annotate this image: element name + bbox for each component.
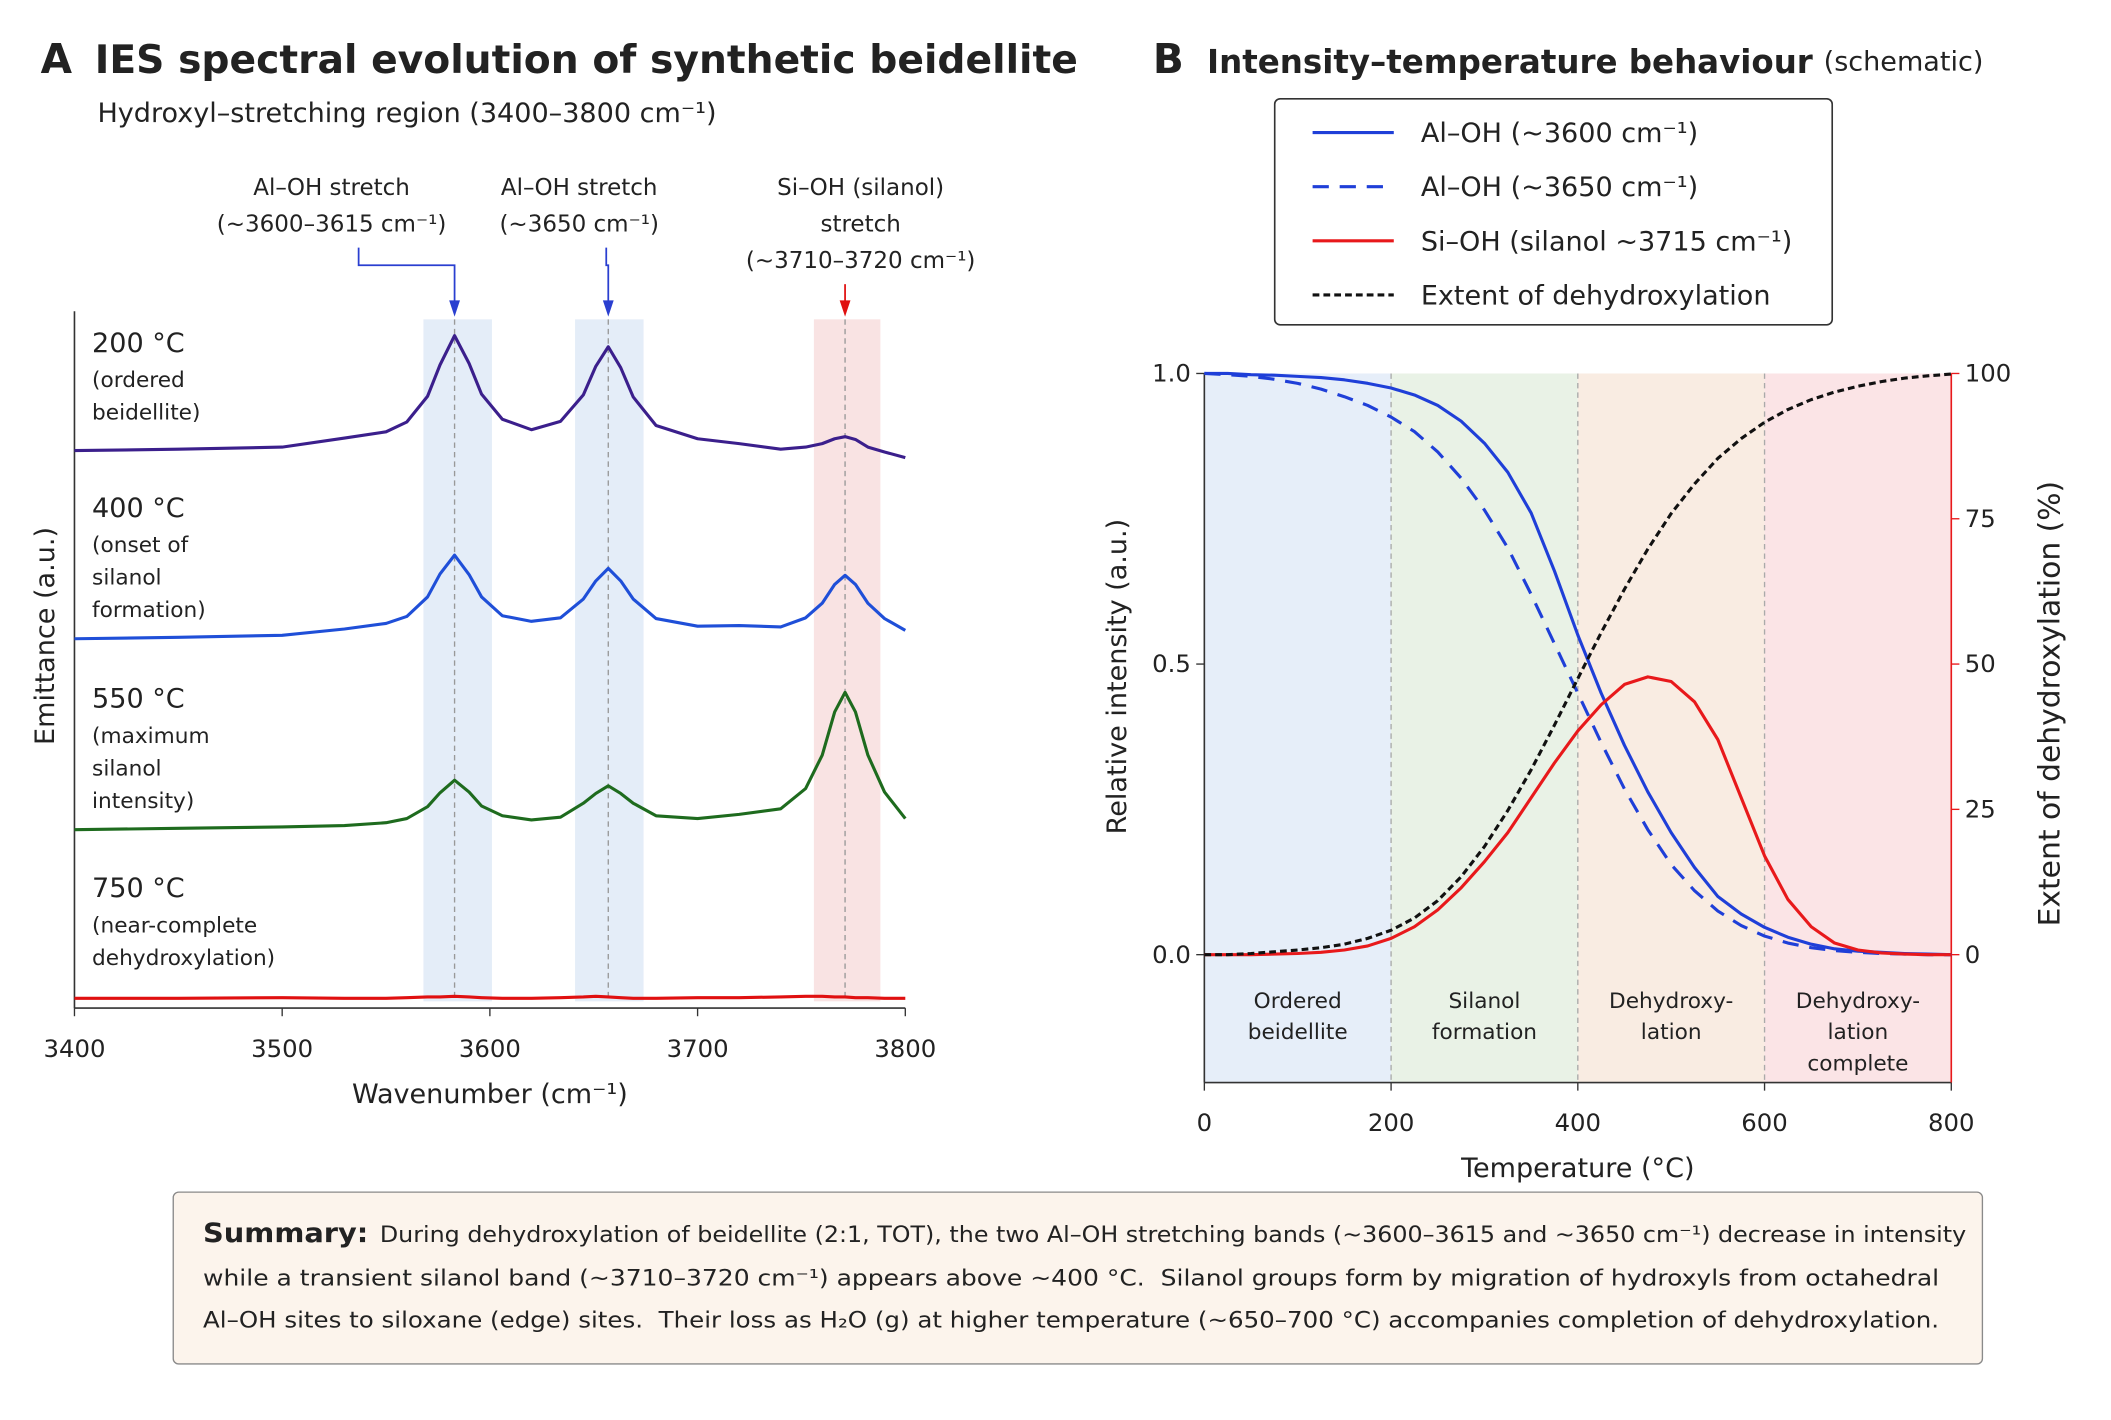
legend-label: Extent of dehydroxylation — [1421, 280, 1771, 311]
series-note: intensity) — [92, 789, 194, 814]
y2-tick-label: 75 — [1965, 504, 1996, 533]
y-tick-label: 0.5 — [1152, 649, 1191, 678]
series-note: (onset of — [92, 533, 190, 558]
x-tick-label: 3500 — [251, 1034, 313, 1063]
y2-tick-label: 0 — [1965, 940, 1981, 969]
series-note: (ordered — [92, 368, 185, 393]
y-axis-label: Relative intensity (a.u.) — [1102, 519, 1133, 835]
band — [423, 319, 492, 1002]
summary-line: Summary: During dehydroxylation of beidel… — [203, 1218, 1966, 1249]
series-line — [1204, 675, 1952, 957]
y-tick-label: 1.0 — [1152, 359, 1191, 388]
region-label: Ordered — [1254, 989, 1342, 1014]
band — [575, 319, 644, 1002]
legend-label: Si–OH (silanol ~3715 cm⁻¹) — [1421, 226, 1792, 257]
region-label: beidellite — [1248, 1020, 1348, 1045]
annotation: Al–OH stretch — [253, 175, 410, 201]
region-label: Dehydroxy- — [1796, 989, 1920, 1014]
y2-tick-label: 50 — [1965, 649, 1996, 678]
x-tick-label: 400 — [1555, 1108, 1601, 1137]
series-note: silanol — [92, 756, 162, 781]
annotation-arrow — [357, 247, 456, 306]
x-tick-label: 3400 — [43, 1034, 105, 1063]
series-line — [1204, 372, 1952, 957]
series-note: dehydroxylation) — [92, 946, 275, 971]
summary-text: while a transient silanol band (~3710–37… — [203, 1265, 1939, 1291]
region-label: lation — [1641, 1020, 1702, 1045]
region — [1764, 373, 1952, 1083]
series-label: 400 °C — [92, 493, 185, 524]
x-tick-label: 3800 — [874, 1034, 936, 1063]
x-axis-label: Temperature (°C) — [1460, 1153, 1694, 1184]
summary-text: During dehydroxylation of beidellite (2:… — [380, 1222, 1966, 1248]
x-axis-label: Wavenumber (cm⁻¹) — [352, 1079, 628, 1110]
arrow-head — [602, 300, 614, 317]
panel-title: Intensity–temperature behaviour — [1207, 43, 1813, 81]
series-note: (near-complete — [92, 913, 257, 938]
summary-box — [172, 1191, 1984, 1365]
title-note: (schematic) — [1824, 46, 1984, 77]
region — [1577, 373, 1765, 1083]
series-line — [74, 334, 906, 460]
panel-title: IES spectral evolution of synthetic beid… — [95, 38, 1078, 83]
region-label: lation — [1828, 1020, 1889, 1045]
annotation: stretch — [820, 211, 900, 237]
annotation: (~3650 cm⁻¹) — [499, 211, 658, 237]
series-note: beidellite) — [92, 400, 200, 425]
series-note: formation) — [92, 598, 206, 623]
summary-label: Summary: — [203, 1218, 368, 1249]
region-label: formation — [1432, 1020, 1537, 1045]
x-tick-label: 800 — [1928, 1108, 1974, 1137]
series-label: 550 °C — [92, 684, 185, 715]
panel-letter: A — [41, 35, 73, 83]
x-tick-label: 3600 — [459, 1034, 521, 1063]
region — [1391, 373, 1578, 1083]
series-line — [1204, 371, 1952, 957]
region-label: Dehydroxy- — [1609, 989, 1733, 1014]
y2-axis-label: Extent of dehydroxylation (%) — [2033, 481, 2068, 927]
series-note: (maximum — [92, 724, 209, 749]
annotation: Si–OH (silanol) — [777, 175, 944, 201]
subtitle: Hydroxyl–stretching region (3400–3800 cm… — [97, 98, 716, 129]
series-label: 200 °C — [92, 328, 185, 359]
x-tick-label: 600 — [1741, 1108, 1787, 1137]
legend-label: Al–OH (~3600 cm⁻¹) — [1421, 118, 1698, 149]
x-tick-label: 3700 — [667, 1034, 729, 1063]
series-line — [74, 994, 906, 1000]
region — [1204, 373, 1392, 1083]
annotation-arrow — [605, 247, 610, 306]
band — [813, 319, 881, 1002]
annotation: (~3710–3720 cm⁻¹) — [746, 248, 976, 274]
y2-tick-label: 100 — [1965, 359, 2011, 388]
region-label: Silanol — [1448, 989, 1520, 1014]
y-tick-label: 0.0 — [1152, 940, 1191, 969]
annotation: (~3600–3615 cm⁻¹) — [217, 211, 447, 237]
arrow-head — [449, 300, 460, 317]
series-line — [74, 553, 907, 641]
arrow-head — [839, 300, 851, 317]
legend-box — [1273, 97, 1834, 326]
series-line — [74, 690, 907, 832]
region-label: complete — [1807, 1051, 1908, 1076]
panel-letter: B — [1153, 35, 1184, 83]
annotation: Al–OH stretch — [501, 175, 658, 201]
x-tick-label: 0 — [1197, 1108, 1213, 1137]
y2-tick-label: 25 — [1965, 794, 1996, 823]
series-label: 750 °C — [92, 873, 185, 904]
y-axis-label: Emittance (a.u.) — [30, 527, 61, 745]
legend-label: Al–OH (~3650 cm⁻¹) — [1421, 172, 1698, 203]
x-tick-label: 200 — [1368, 1108, 1414, 1137]
summary-text: Al–OH sites to siloxane (edge) sites. Th… — [203, 1307, 1939, 1333]
series-note: silanol — [92, 566, 162, 591]
